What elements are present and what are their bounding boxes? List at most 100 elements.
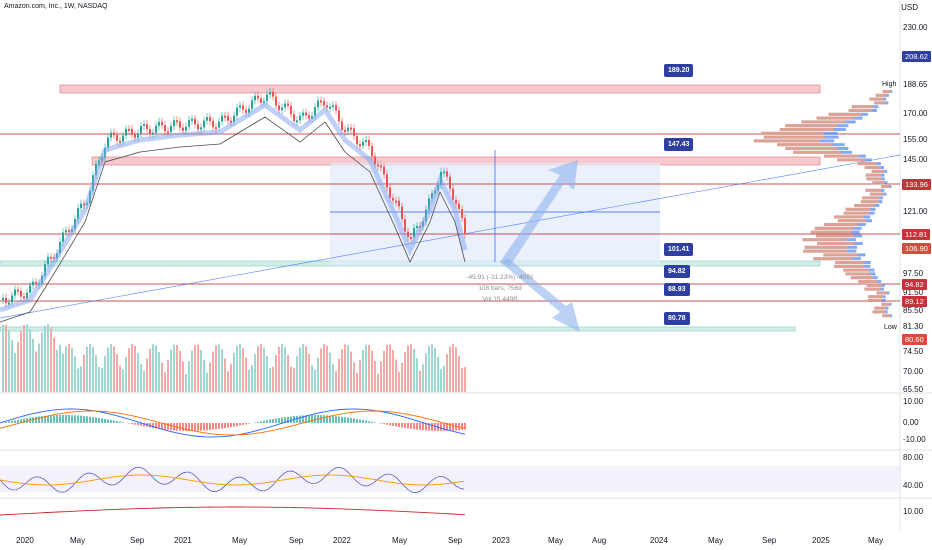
price-candle [386,174,388,187]
price-candle [407,232,409,237]
price-scale-label: 188.65 [903,80,927,90]
volume-profile-bar [834,265,864,268]
macd-histogram-bar [347,418,349,423]
price-scale-label: 74.50 [903,347,923,357]
price-candle [2,298,4,300]
volume-profile-bar [881,185,890,188]
volume-profile-bar [867,284,882,287]
volume-profile-bar [754,139,820,142]
price-candle [203,121,205,128]
volume-bar [371,351,373,392]
volume-bar [326,346,328,392]
macd-histogram-bar [224,423,226,428]
time-axis-label: 2024 [650,536,668,545]
volume-profile-bar [874,307,886,310]
volume-bar [425,353,427,392]
volume-bar [413,349,415,392]
macd-histogram-bar [398,423,400,427]
volume-bar [452,344,454,392]
volume-bar [284,347,286,392]
price-candle [107,138,109,148]
volume-profile-bar [844,212,869,215]
volume-profile-bar [793,151,841,154]
macd-histogram-bar [11,421,13,423]
volume-bar [347,345,349,392]
price-candle [326,105,328,107]
price-candle [341,121,343,130]
volume-bar [83,355,85,392]
volume-bar [344,344,346,392]
time-axis-label: May [392,536,407,545]
macd-histogram-bar [392,423,394,426]
macd-histogram-bar [386,423,388,425]
price-candle [170,126,172,132]
price-scale-label: 230.00 [903,23,927,33]
price-candle [239,105,241,107]
volume-bar [53,338,55,392]
macd-histogram-bar [410,423,412,429]
volume-bar [164,372,166,392]
volume-profile-bar [866,177,881,180]
volume-profile-bar [811,231,851,234]
volume-bar [218,344,220,392]
volume-profile-bar [843,269,868,272]
price-scale-label: 155.00 [903,135,927,145]
macd-histogram-bar [272,419,274,423]
macd-histogram-bar [113,421,115,423]
volume-bar [2,325,4,392]
price-scale-label: 70.00 [903,367,923,377]
volume-bar [434,348,436,392]
support-zone [0,327,795,331]
macd-histogram-bar [401,423,403,428]
volume-bar [368,345,370,392]
volume-bar [35,351,37,392]
price-candle [449,177,451,189]
time-axis-label: May [708,536,723,545]
time-axis-label: 2025 [812,536,830,545]
volume-bar [8,330,10,392]
price-candle [110,133,112,138]
macd-histogram-bar [179,423,181,431]
price-candle [461,209,463,218]
volume-bar [386,345,388,392]
price-candle [416,226,418,228]
volume-bar [56,350,58,392]
volume-bar [155,345,157,392]
macd-histogram-bar [86,416,88,423]
price-scale-label: 121.00 [903,207,927,217]
volume-bar [179,351,181,392]
macd-histogram-bar [107,419,109,423]
price-candle [359,144,361,146]
price-candle [122,135,124,141]
volume-profile-bar [865,166,881,169]
volume-bar [296,356,298,392]
volume-bar [335,371,337,392]
macd-histogram-bar [374,422,376,423]
price-candle [137,133,139,137]
price-candle [185,127,187,131]
volume-bar [212,352,214,392]
macd-histogram-bar [80,416,82,423]
volume-bar [320,348,322,392]
volume-profile-bar [869,98,883,101]
price-candle [347,128,349,132]
macd-histogram-bar [341,417,343,423]
macd-histogram-bar [62,415,64,423]
measure-volume: Vol 15.449B [430,294,570,305]
price-candle [392,198,394,201]
macd-histogram-bar [254,422,256,423]
low-label: Low [884,324,897,331]
price-candle [302,113,304,116]
price-candle [272,92,274,97]
price-candle [116,135,118,141]
price-candle [260,98,262,102]
price-candle [218,122,220,128]
volume-profile-bar [780,128,834,131]
price-tag: 80.60 [902,334,927,345]
volume-bar [383,351,385,392]
price-candle [23,297,25,299]
macd-histogram-bar [98,418,100,423]
volume-profile-bar [801,120,845,123]
macd-histogram-bar [119,422,121,423]
